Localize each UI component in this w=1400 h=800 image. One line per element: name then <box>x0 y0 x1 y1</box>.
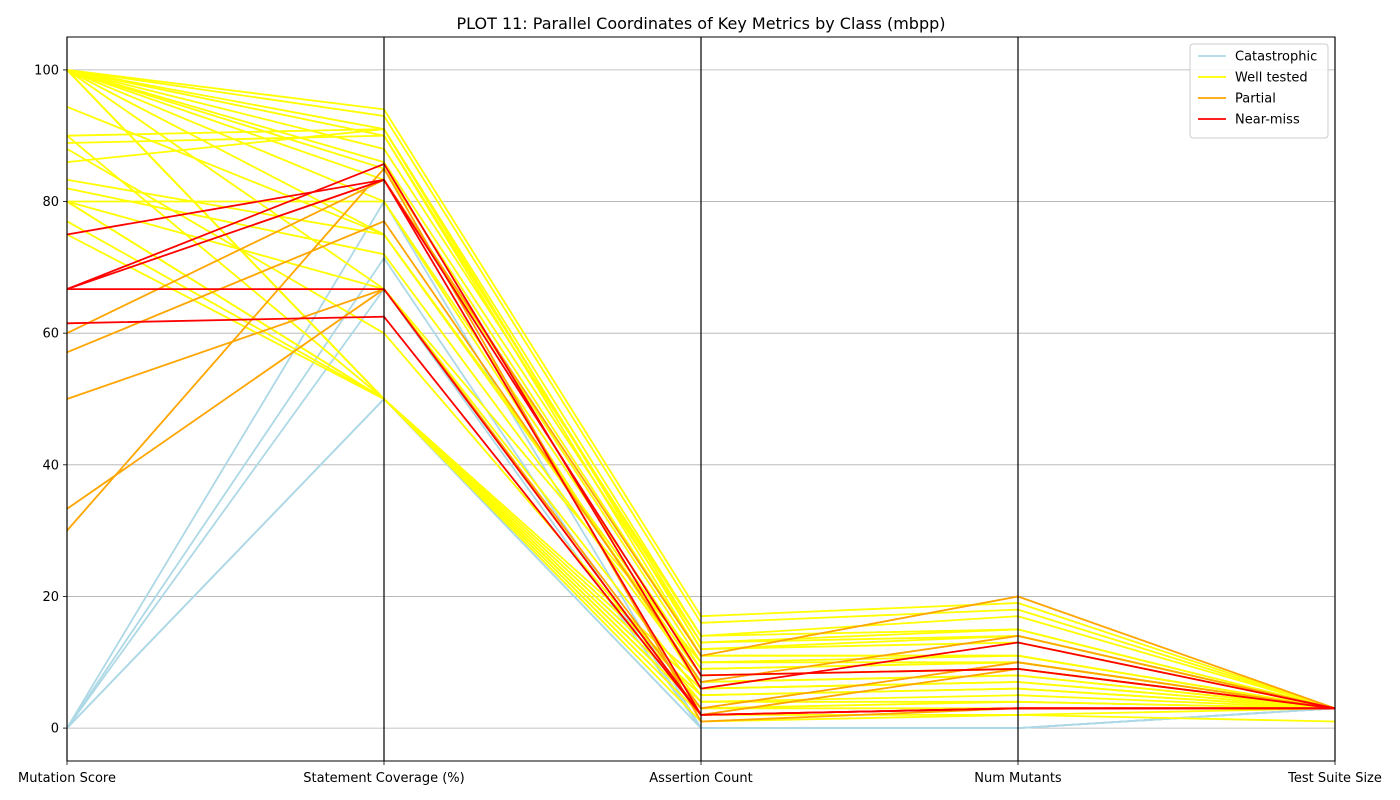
y-tick-label: 100 <box>34 63 59 78</box>
dimension-label: Mutation Score <box>18 771 116 786</box>
plot-frame <box>66 36 1336 762</box>
dimension-labels: Mutation Score Statement Coverage (%) Asse… <box>18 771 1382 786</box>
y-tick-label: 20 <box>42 590 59 605</box>
dimension-label: Num Mutants <box>974 771 1062 786</box>
dimension-label: Test Suite Size <box>1287 771 1382 786</box>
legend: Catastrophic Well tested Partial Near-miss <box>1189 43 1329 139</box>
dimension-axes <box>66 37 1336 765</box>
legend-box <box>1189 43 1329 139</box>
legend-label: Near-miss <box>1235 113 1300 128</box>
y-tick-label: 60 <box>42 327 59 342</box>
y-tick-label: 0 <box>51 722 59 737</box>
y-ticks: 0 20 40 60 80 100 <box>34 63 67 737</box>
y-tick-label: 40 <box>42 458 59 473</box>
legend-label: Well tested <box>1235 71 1308 86</box>
chart-title: PLOT 11: Parallel Coordinates of Key Met… <box>457 14 946 33</box>
legend-label: Catastrophic <box>1235 50 1317 65</box>
y-tick-label: 80 <box>42 195 59 210</box>
legend-label: Partial <box>1235 92 1276 107</box>
dimension-label: Assertion Count <box>649 771 752 786</box>
dimension-label: Statement Coverage (%) <box>303 771 464 786</box>
